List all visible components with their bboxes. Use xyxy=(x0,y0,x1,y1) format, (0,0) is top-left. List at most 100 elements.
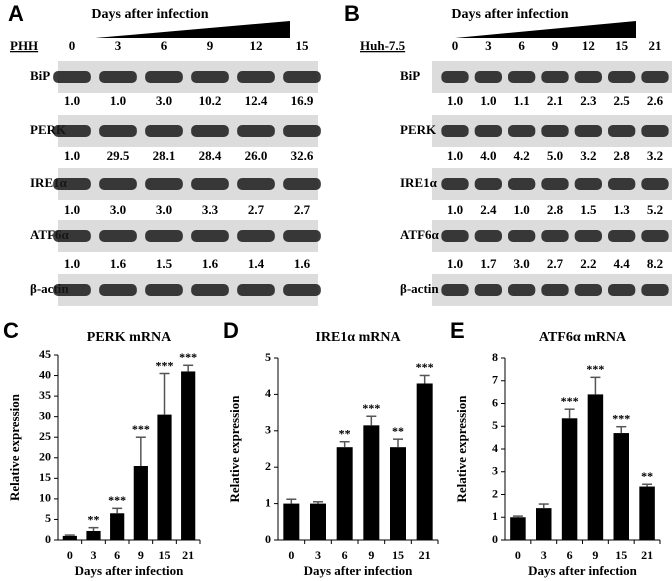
blot-band xyxy=(574,230,602,242)
y-tick-label: 5 xyxy=(492,418,498,432)
blot-band xyxy=(99,178,137,190)
blot-band xyxy=(441,178,469,190)
y-tick-label: 3 xyxy=(492,464,498,478)
x-tick-label: 6 xyxy=(567,548,573,562)
quant-value: 4.0 xyxy=(480,148,496,163)
error-bar xyxy=(159,372,170,415)
bar xyxy=(181,371,196,540)
x-tick-label: 15 xyxy=(159,548,171,562)
blot-band xyxy=(608,178,636,190)
quant-value: 1.4 xyxy=(248,256,265,271)
error-bar xyxy=(393,438,403,448)
x-tick-label: 6 xyxy=(342,548,348,562)
error-bar xyxy=(642,483,653,487)
bar xyxy=(363,425,380,540)
blot-band xyxy=(574,284,602,296)
blot-band xyxy=(145,71,183,83)
y-tick-label: 1 xyxy=(265,495,271,509)
blot-band xyxy=(574,125,602,137)
panel-label: B xyxy=(344,1,360,26)
y-tick-label: 3 xyxy=(265,423,271,437)
blot-band xyxy=(474,178,502,190)
quant-value: 1.0 xyxy=(447,256,463,271)
quant-value: 1.6 xyxy=(110,256,127,271)
y-tick-label: 45 xyxy=(39,347,51,361)
error-bar xyxy=(64,534,75,536)
error-bar xyxy=(538,503,549,509)
blot-band xyxy=(283,178,321,190)
panel-label: D xyxy=(223,318,239,343)
panel-label: C xyxy=(3,318,19,343)
blot-band xyxy=(99,284,137,296)
quant-value: 28.1 xyxy=(153,148,176,163)
y-tick-label: 30 xyxy=(39,408,51,422)
blot-header: Days after infection xyxy=(91,7,208,22)
bar xyxy=(613,433,629,540)
x-axis-label: Days after infection xyxy=(528,563,638,578)
blot-band xyxy=(145,230,183,242)
quant-value: 2.7 xyxy=(294,202,311,217)
day-label: 6 xyxy=(161,38,168,53)
protein-label: PERK xyxy=(400,122,437,137)
blot-band xyxy=(641,284,669,296)
blot-band xyxy=(608,71,636,83)
significance: *** xyxy=(132,422,150,436)
blot-band xyxy=(237,230,275,242)
blot-band xyxy=(53,178,91,190)
quant-value: 1.6 xyxy=(294,256,311,271)
significance: *** xyxy=(416,360,434,374)
blot-band xyxy=(508,125,536,137)
error-bar xyxy=(88,526,99,531)
blot-band xyxy=(441,284,469,296)
quant-value: 1.0 xyxy=(447,148,463,163)
blot-strip xyxy=(58,220,318,252)
day-label: 6 xyxy=(518,38,525,53)
error-bar xyxy=(313,501,323,504)
blot-band xyxy=(99,71,137,83)
x-tick-label: 15 xyxy=(615,548,627,562)
blot-band xyxy=(237,284,275,296)
x-tick-label: 9 xyxy=(368,548,374,562)
bar xyxy=(390,447,406,540)
bar xyxy=(587,394,604,540)
y-tick-label: 0 xyxy=(45,532,51,546)
blot-band xyxy=(474,230,502,242)
blot-band xyxy=(541,284,569,296)
quant-value: 32.6 xyxy=(291,148,314,163)
blot-header: Days after infection xyxy=(451,7,568,22)
day-label: 12 xyxy=(250,38,263,53)
blot-band xyxy=(574,71,602,83)
gradient-triangle xyxy=(455,21,636,38)
blot-strip xyxy=(58,168,318,200)
y-tick-label: 0 xyxy=(265,532,271,546)
blot-band xyxy=(191,178,229,190)
cell-type: Huh-7.5 xyxy=(360,38,406,53)
error-bar xyxy=(419,374,430,384)
gradient-triangle xyxy=(95,21,290,38)
quant-value: 2.8 xyxy=(547,202,564,217)
day-label: 21 xyxy=(649,38,662,53)
x-tick-label: 0 xyxy=(515,548,521,562)
quant-value: 4.2 xyxy=(514,148,530,163)
blot-band xyxy=(99,125,137,137)
error-bar xyxy=(286,498,297,504)
day-label: 3 xyxy=(115,38,122,53)
y-tick-label: 40 xyxy=(39,367,51,381)
blot-band xyxy=(608,230,636,242)
x-tick-label: 21 xyxy=(641,548,653,562)
quant-value: 3.2 xyxy=(580,148,596,163)
quant-value: 2.1 xyxy=(547,93,563,108)
quant-value: 1.0 xyxy=(514,202,530,217)
blot-band xyxy=(237,71,275,83)
significance: *** xyxy=(362,401,380,415)
y-tick-label: 0 xyxy=(492,532,498,546)
quant-value: 2.7 xyxy=(248,202,265,217)
y-tick-label: 4 xyxy=(265,386,271,400)
x-tick-label: 3 xyxy=(541,548,547,562)
blot-band xyxy=(474,71,502,83)
x-tick-label: 21 xyxy=(182,548,194,562)
day-label: 0 xyxy=(69,38,76,53)
x-tick-label: 15 xyxy=(392,548,404,562)
blot-band xyxy=(641,230,669,242)
